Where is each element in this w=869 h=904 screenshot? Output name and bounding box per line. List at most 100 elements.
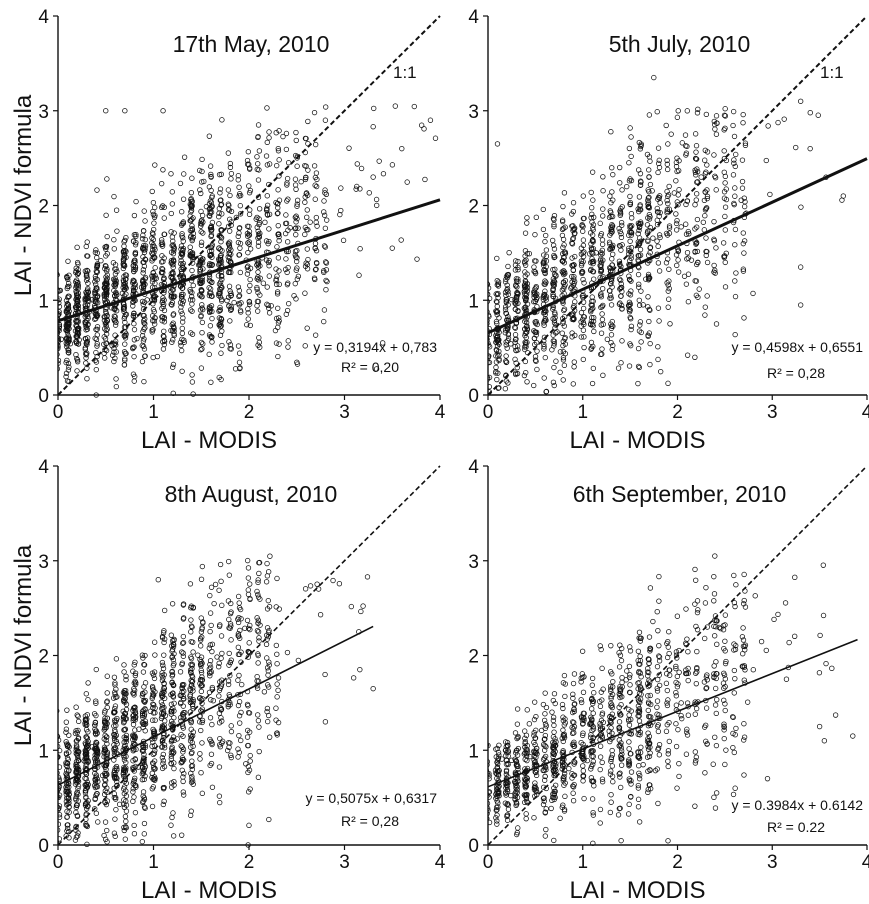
data-point xyxy=(526,251,533,257)
data-point xyxy=(356,272,362,278)
data-point xyxy=(560,355,567,361)
data-point xyxy=(514,735,520,742)
data-point xyxy=(694,224,700,230)
data-point xyxy=(209,293,215,299)
data-point xyxy=(189,297,196,303)
data-point xyxy=(282,230,289,237)
data-point xyxy=(170,810,176,816)
data-point xyxy=(225,598,232,604)
data-point xyxy=(264,606,271,612)
data-point xyxy=(580,223,586,230)
data-point xyxy=(123,677,129,683)
data-point xyxy=(284,281,291,288)
data-point xyxy=(685,299,692,305)
data-point xyxy=(266,662,272,668)
data-point xyxy=(357,246,363,252)
data-point xyxy=(75,755,81,761)
data-point xyxy=(170,293,177,300)
data-point xyxy=(542,270,548,277)
data-point xyxy=(636,253,642,259)
data-point xyxy=(131,794,137,800)
data-point xyxy=(750,290,756,297)
data-point xyxy=(635,206,641,212)
data-point xyxy=(121,690,128,696)
data-point xyxy=(122,824,129,830)
data-point xyxy=(74,833,81,839)
data-point xyxy=(358,165,365,172)
data-point xyxy=(610,171,616,178)
data-point xyxy=(637,638,644,644)
data-point xyxy=(504,272,511,278)
data-point xyxy=(83,360,89,366)
data-point xyxy=(668,131,674,137)
data-point xyxy=(346,145,352,151)
data-point xyxy=(189,763,196,769)
data-point xyxy=(713,131,720,137)
data-point xyxy=(637,322,643,328)
data-point xyxy=(781,116,787,122)
data-point xyxy=(83,794,89,800)
outlier-point xyxy=(399,145,405,152)
data-point xyxy=(740,637,747,643)
data-point xyxy=(159,670,165,676)
data-point xyxy=(93,349,99,356)
data-point xyxy=(646,194,652,201)
data-point xyxy=(245,575,252,581)
data-point xyxy=(256,148,263,154)
data-point xyxy=(226,255,233,261)
data-point xyxy=(180,245,187,252)
outlier-point xyxy=(389,245,395,251)
data-point xyxy=(502,289,509,296)
data-point xyxy=(321,318,327,325)
data-point xyxy=(162,718,168,724)
x-tick-label: 3 xyxy=(767,402,778,423)
data-point xyxy=(168,718,175,724)
data-point xyxy=(293,186,299,192)
data-point xyxy=(180,714,186,720)
data-point xyxy=(218,202,224,208)
data-point xyxy=(74,244,80,251)
data-point xyxy=(206,285,212,291)
data-point xyxy=(209,339,215,345)
data-point xyxy=(357,666,363,673)
data-point xyxy=(541,252,547,258)
data-point xyxy=(198,770,204,776)
data-point xyxy=(160,269,166,276)
data-point xyxy=(189,308,195,314)
data-point xyxy=(226,339,232,345)
data-point xyxy=(636,227,642,234)
data-point xyxy=(188,654,194,660)
data-point xyxy=(198,629,205,635)
data-point xyxy=(201,178,207,185)
data-point xyxy=(712,805,719,811)
data-point xyxy=(646,216,653,222)
data-point xyxy=(226,616,232,623)
data-point xyxy=(654,217,660,223)
data-point xyxy=(543,247,550,253)
data-point xyxy=(256,206,263,212)
outlier-point xyxy=(160,108,166,114)
data-point xyxy=(235,233,241,240)
panel-title: 8th August, 2010 xyxy=(165,481,338,507)
data-point xyxy=(169,814,175,821)
data-point xyxy=(206,274,213,280)
data-point xyxy=(141,336,147,342)
data-point xyxy=(58,357,62,364)
data-point xyxy=(188,207,195,214)
data-point xyxy=(168,750,175,756)
data-point xyxy=(579,293,586,299)
data-point xyxy=(255,228,261,234)
data-point xyxy=(414,256,420,262)
data-point xyxy=(237,627,243,634)
data-point xyxy=(149,717,156,723)
data-point xyxy=(488,359,493,366)
data-point xyxy=(275,353,281,360)
data-point xyxy=(73,333,79,340)
data-point xyxy=(161,307,168,314)
data-point xyxy=(141,698,148,705)
data-point xyxy=(139,838,145,845)
data-point xyxy=(618,784,624,791)
data-point xyxy=(198,280,204,286)
data-point xyxy=(723,196,730,203)
data-point xyxy=(140,655,146,661)
